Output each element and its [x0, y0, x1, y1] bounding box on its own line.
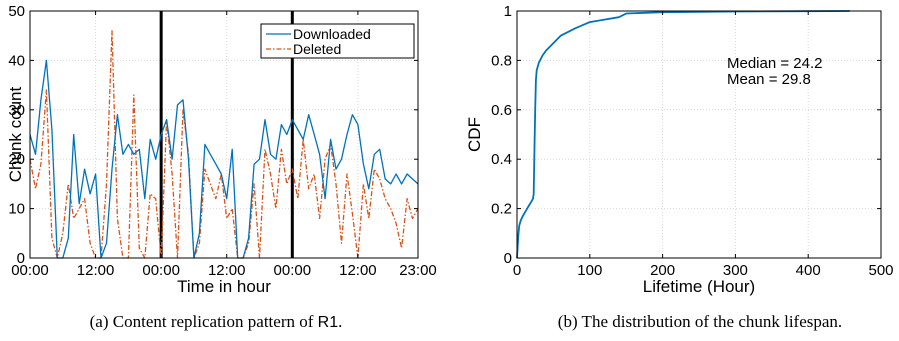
- downloaded-series-line: [29, 59, 419, 259]
- x-tick-label: 00:00: [142, 262, 180, 279]
- y-tick-label: 0.8: [491, 52, 512, 69]
- chart-a-caption-prefix: (a) Content replication pattern of: [90, 312, 318, 331]
- y-tick-label: 50: [8, 3, 25, 20]
- x-tick-label: 12:00: [77, 262, 115, 279]
- chart-a-legend: Downloaded Deleted: [260, 23, 415, 59]
- legend-box: [260, 23, 415, 59]
- chart-a-xlabel: Time in hour: [177, 277, 271, 296]
- legend-label-deleted: Deleted: [293, 41, 341, 57]
- x-tick-label: 23:00: [399, 262, 437, 279]
- x-tick-label: 400: [796, 262, 821, 279]
- y-tick-label: 0.6: [491, 102, 512, 119]
- cdf-curve: [516, 10, 850, 259]
- legend-label-downloaded: Downloaded: [293, 26, 371, 42]
- chart-a: 00:00 12:00 00:00 12:00 00:00 12:00 23:00 0 10 20…: [6, 3, 437, 331]
- chart-a-ticks: 00:00 12:00 00:00 12:00 00:00 12:00 23:00 0 10 20…: [8, 3, 436, 279]
- chart-a-caption-suffix: .: [338, 312, 342, 331]
- x-tick-label: 300: [723, 262, 748, 279]
- x-tick-label: 00:00: [11, 262, 49, 279]
- x-tick-label: 200: [650, 262, 675, 279]
- x-tick-label: 500: [868, 262, 893, 279]
- chart-b-caption: (b) The distribution of the chunk lifesp…: [558, 312, 842, 331]
- x-tick-label: 12:00: [339, 262, 377, 279]
- mean-annotation: Mean = 29.8: [727, 71, 811, 88]
- x-tick-label: 100: [577, 262, 602, 279]
- y-tick-label: 0: [504, 250, 512, 267]
- y-tick-label: 20: [8, 151, 25, 168]
- chart-b-frame: [516, 10, 882, 259]
- chart-a-series: [29, 30, 419, 259]
- chart-b-ticks: 0 100 200 300 400 500 0 0.2 0.4 0.6 0.8 1: [491, 3, 893, 279]
- chart-b-grid: [516, 10, 882, 259]
- deleted-series-line: [29, 30, 419, 259]
- chart-b: 0 100 200 300 400 500 0 0.2 0.4 0.6 0.8 1 Lifetime …: [465, 3, 894, 331]
- median-annotation: Median = 24.2: [727, 55, 823, 72]
- y-tick-label: 10: [8, 201, 25, 218]
- chart-b-ylabel: CDF: [465, 117, 484, 152]
- y-tick-label: 0.4: [491, 151, 512, 168]
- chart-a-caption-code: R1: [318, 314, 339, 331]
- y-tick-label: 0.2: [491, 201, 512, 218]
- y-tick-label: 0: [17, 250, 25, 267]
- y-tick-label: 1: [504, 3, 512, 20]
- chart-a-frame: [29, 10, 419, 259]
- x-tick-label: 12:00: [208, 262, 246, 279]
- y-tick-label: 40: [8, 52, 25, 69]
- x-tick-label: 00:00: [274, 262, 312, 279]
- chart-b-xlabel: Lifetime (Hour): [643, 277, 755, 296]
- y-tick-label: 30: [8, 102, 25, 119]
- chart-a-caption: (a) Content replication pattern of R1.: [90, 312, 343, 331]
- chart-b-series: [516, 10, 850, 259]
- chart-a-ylabel: Chunk count: [6, 86, 25, 182]
- x-tick-label: 0: [513, 262, 521, 279]
